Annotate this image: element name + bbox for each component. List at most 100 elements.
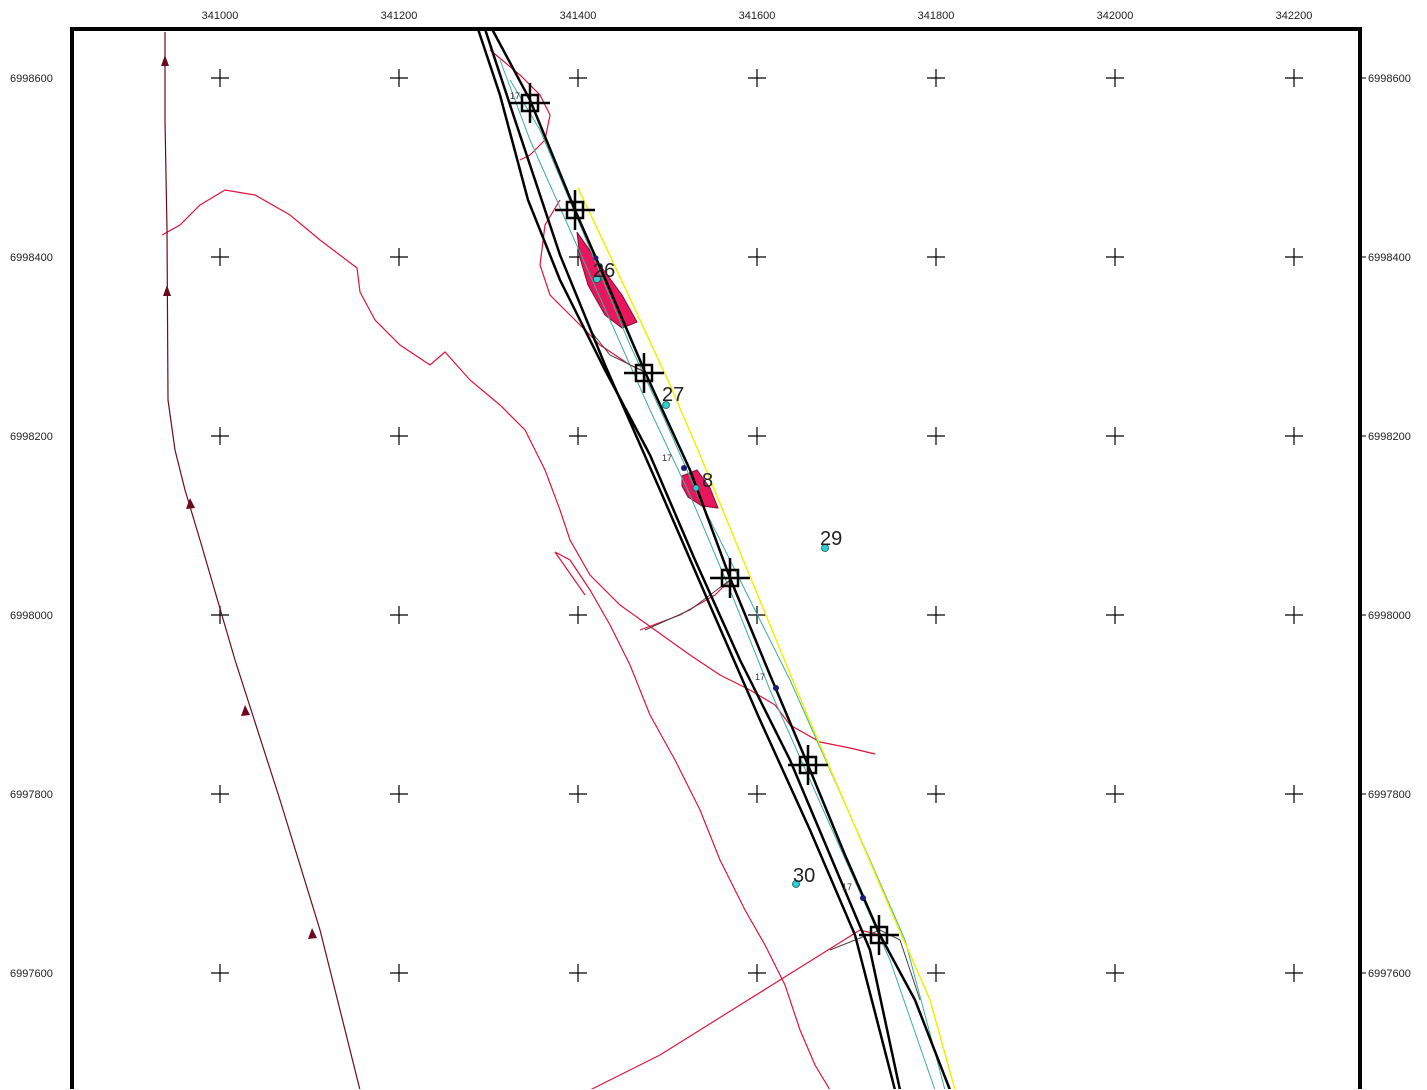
red-contour-line <box>554 551 831 1090</box>
track-arrow-icon <box>241 705 250 716</box>
grid-cross-icon <box>390 785 408 803</box>
cyan-point <box>792 880 800 888</box>
navy-point <box>773 685 779 691</box>
stations <box>510 83 899 955</box>
grid-cross-icon <box>927 785 945 803</box>
track-arrow-icon <box>186 498 195 509</box>
track-arrow-icon <box>308 928 317 939</box>
grid-cross-icon <box>748 785 766 803</box>
grid-cross-icon <box>927 248 945 266</box>
track-lines <box>164 32 361 1090</box>
sample-points <box>593 255 866 901</box>
grid-cross-icon <box>927 427 945 445</box>
red-contour-line <box>489 49 551 161</box>
grid-cross-icon <box>211 248 229 266</box>
point-label: 8 <box>702 470 713 492</box>
station-crosshair-icon <box>859 915 899 955</box>
point-label: 27 <box>662 384 684 406</box>
yellow-line <box>577 187 956 1090</box>
station-crosshair-icon <box>510 83 550 123</box>
y-tick-label: 6998600 <box>1368 73 1411 85</box>
grid-cross-icon <box>211 69 229 87</box>
x-tick-label: 341600 <box>739 10 776 22</box>
grid-cross-icon <box>748 69 766 87</box>
grid-cross-icon <box>1106 69 1124 87</box>
cyan-point <box>662 401 670 409</box>
red-contour-line <box>589 929 881 1090</box>
track-line <box>164 32 361 1090</box>
grid-cross-icon <box>1106 606 1124 624</box>
heavy-line <box>476 28 902 1090</box>
point-label: 29 <box>820 528 842 550</box>
point-label: 30 <box>793 865 815 887</box>
small-label: 17 <box>510 91 520 101</box>
grid-cross-icon <box>1285 69 1303 87</box>
grid-cross-icon <box>1106 964 1124 982</box>
point-label: 26 <box>593 260 615 282</box>
navy-point <box>593 255 599 261</box>
small-label: 17 <box>755 672 765 682</box>
grid-cross-icon <box>1285 964 1303 982</box>
grid-cross-icon <box>748 248 766 266</box>
grid-crosses <box>211 69 1303 982</box>
station-crosshair-icon <box>710 558 750 598</box>
y-tick-label: 6998600 <box>10 73 53 85</box>
small-label: 17 <box>662 453 672 463</box>
x-tick-label: 341000 <box>202 10 239 22</box>
grid-cross-icon <box>927 964 945 982</box>
y-tick-label: 6998000 <box>1368 610 1411 622</box>
cyan-point <box>692 484 700 492</box>
y-tick-label: 6997800 <box>10 789 53 801</box>
grid-cross-icon <box>569 785 587 803</box>
grid-cross-icon <box>1106 248 1124 266</box>
grid-cross-icon <box>1285 427 1303 445</box>
navy-point <box>681 465 687 471</box>
grid-cross-icon <box>390 606 408 624</box>
y-tick-label: 6998400 <box>10 252 53 264</box>
point-labels: 26 27 29 30 8 17 17 17 17 <box>510 91 852 892</box>
grid-cross-icon <box>569 427 587 445</box>
grid-cross-icon <box>211 427 229 445</box>
x-tick-label: 341200 <box>381 10 418 22</box>
y-tick-label: 6997800 <box>1368 789 1411 801</box>
station-crosshair-icon <box>788 745 828 785</box>
grid-cross-icon <box>569 964 587 982</box>
x-tick-label: 342000 <box>1097 10 1134 22</box>
x-tick-label: 342200 <box>1276 10 1313 22</box>
grid-cross-icon <box>390 248 408 266</box>
grid-cross-icon <box>390 427 408 445</box>
cyan-point <box>593 275 601 283</box>
heavy-line <box>483 28 897 1090</box>
grid-cross-icon <box>748 427 766 445</box>
grid-cross-icon <box>748 964 766 982</box>
grid-cross-icon <box>1106 427 1124 445</box>
y-tick-label: 6998200 <box>1368 431 1411 443</box>
station-crosshair-icon <box>555 190 595 230</box>
red-contour-line <box>161 189 876 755</box>
grey-line <box>589 329 646 373</box>
pink-area <box>576 231 638 329</box>
teal-line <box>499 59 936 1090</box>
grid-cross-icon <box>390 964 408 982</box>
track-arrows <box>161 55 317 939</box>
small-label: 17 <box>842 882 852 892</box>
y-axis-labels-left: 6998600 6998400 6998200 6998000 6997800 … <box>10 73 53 980</box>
grey-line <box>644 579 731 631</box>
track-arrow-icon <box>163 285 171 296</box>
map-frame <box>70 27 1362 1090</box>
x-axis-labels: 341000 341200 341400 341600 341800 34200… <box>202 10 1313 22</box>
grid-cross-icon <box>211 785 229 803</box>
grid-cross-icon <box>390 69 408 87</box>
red-contour-line <box>554 551 586 596</box>
grid-cross-icon <box>569 69 587 87</box>
y-tick-label: 6998200 <box>10 431 53 443</box>
station-crosshair-icon <box>624 353 664 393</box>
grid-cross-icon <box>1285 606 1303 624</box>
track-arrow-icon <box>161 55 169 66</box>
red-contours <box>161 49 881 1090</box>
red-contour-line <box>539 199 646 373</box>
x-tick-label: 341400 <box>560 10 597 22</box>
y-tick-label: 6997600 <box>10 968 53 980</box>
x-tick-label: 341800 <box>918 10 955 22</box>
